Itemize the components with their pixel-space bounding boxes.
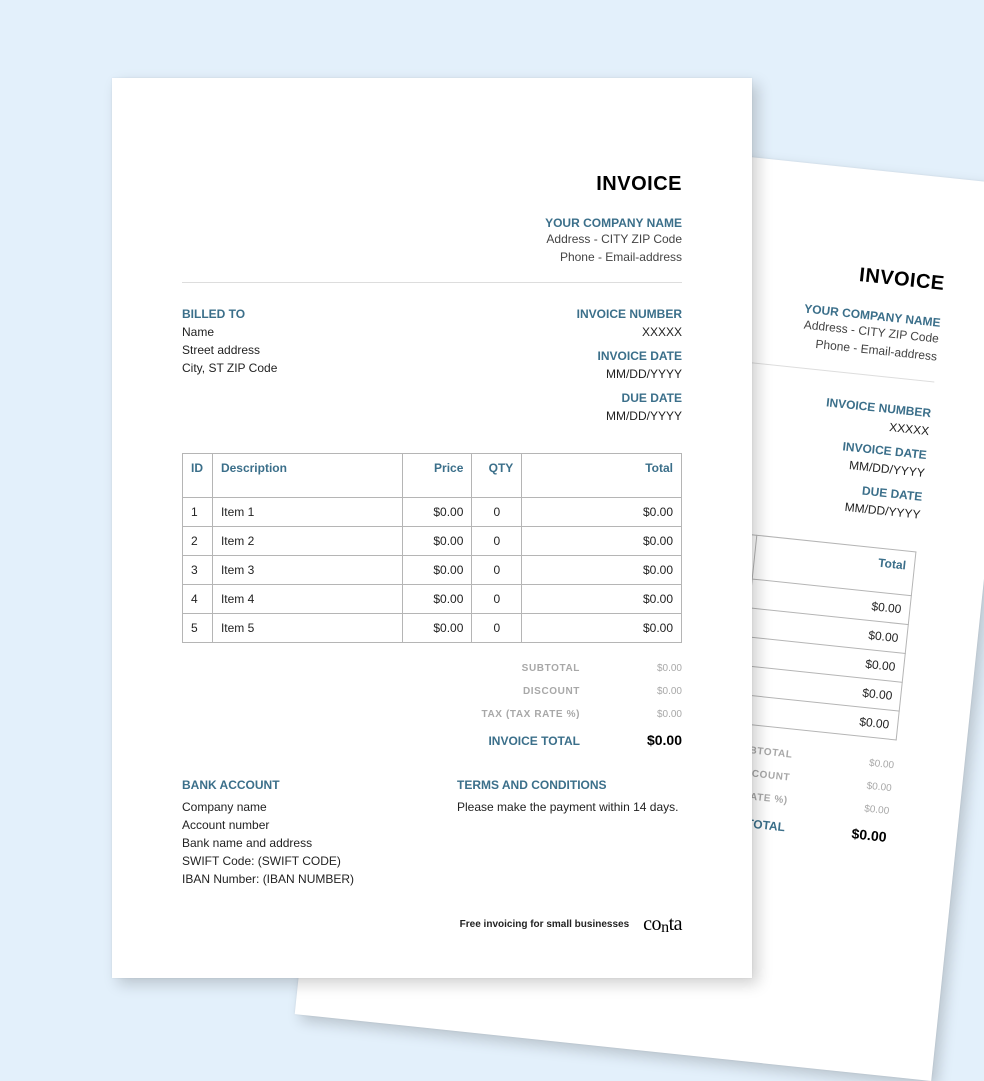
cell-qty: 0 [472,614,522,643]
table-body-front: 1Item 1$0.000$0.002Item 2$0.000$0.003Ite… [183,498,682,643]
cell-description: Item 2 [212,527,402,556]
subtotal-label: SUBTOTAL [522,663,580,674]
discount-value: $0.00 [612,686,682,697]
invoice-number-label: INVOICE NUMBER [577,307,682,321]
cell-qty: 0 [472,527,522,556]
terms-block: TERMS AND CONDITIONS Please make the pay… [457,778,682,888]
tax-value: $0.00 [819,799,890,817]
invoice-date-label: INVOICE DATE [577,349,682,363]
table-row: 2Item 2$0.000$0.00 [183,527,682,556]
cell-total: $0.00 [522,527,682,556]
brand-tagline: Free invoicing for small businesses [460,919,630,930]
bank-account-number: Account number [182,816,407,834]
cell-id: 2 [183,527,213,556]
col-total: Total [522,454,682,498]
cell-qty: 0 [472,556,522,585]
bank-heading: BANK ACCOUNT [182,778,407,792]
invoice-page-front: INVOICE YOUR COMPANY NAME Address - CITY… [112,78,752,978]
company-contact: Phone - Email-address [182,248,682,266]
cell-price: $0.00 [402,585,472,614]
cell-total: $0.00 [522,556,682,585]
company-name: YOUR COMPANY NAME [182,216,682,230]
billed-to-city: City, ST ZIP Code [182,361,277,375]
bank-company: Company name [182,798,407,816]
billed-to-heading: BILLED TO [182,307,277,321]
bank-swift: SWIFT Code: (SWIFT CODE) [182,852,407,870]
table-row: 5Item 5$0.000$0.00 [183,614,682,643]
cell-id: 1 [183,498,213,527]
brand-logo: conta [643,913,682,936]
cell-qty: 0 [472,498,522,527]
cell-id: 5 [183,614,213,643]
col-qty: QTY [472,454,522,498]
bank-account-block: BANK ACCOUNT Company name Account number… [182,778,407,888]
terms-body: Please make the payment within 14 days. [457,798,682,816]
bank-name-address: Bank name and address [182,834,407,852]
cell-description: Item 3 [212,556,402,585]
billed-to-name: Name [182,325,277,339]
table-header-row: ID Description Price QTY Total [183,454,682,498]
company-address: Address - CITY ZIP Code [182,230,682,248]
table-row: 3Item 3$0.000$0.00 [183,556,682,585]
cell-description: Item 4 [212,585,402,614]
bank-iban: IBAN Number: (IBAN NUMBER) [182,870,407,888]
invoice-total-value: $0.00 [612,732,682,748]
brand-footer: Free invoicing for small businesses cont… [182,913,682,936]
col-id: ID [183,454,213,498]
discount-value: $0.00 [821,776,892,794]
tax-value: $0.00 [612,709,682,720]
due-date: MM/DD/YYYY [577,409,682,423]
cell-price: $0.00 [402,614,472,643]
billed-to-street: Street address [182,343,277,357]
subtotal-value: $0.00 [612,663,682,674]
cell-price: $0.00 [402,556,472,585]
invoice-total-value: $0.00 [816,822,887,845]
cell-description: Item 5 [212,614,402,643]
cell-id: 4 [183,585,213,614]
invoice-title: INVOICE [182,173,682,196]
col-price: Price [402,454,472,498]
invoice-date: MM/DD/YYYY [577,367,682,381]
cell-total: $0.00 [522,614,682,643]
subtotal-value: $0.00 [824,753,895,771]
cell-description: Item 1 [212,498,402,527]
table-row: 4Item 4$0.000$0.00 [183,585,682,614]
invoice-total-label: INVOICE TOTAL [488,734,580,748]
cell-id: 3 [183,556,213,585]
discount-label: DISCOUNT [523,686,580,697]
invoice-number: XXXXX [577,325,682,339]
cell-price: $0.00 [402,498,472,527]
cell-price: $0.00 [402,527,472,556]
cell-qty: 0 [472,585,522,614]
cell-total: $0.00 [522,585,682,614]
line-items-table: ID Description Price QTY Total 1Item 1$0… [182,453,682,643]
tax-label: TAX (TAX RATE %) [482,709,580,720]
cell-total: $0.00 [522,498,682,527]
totals-block: SUBTOTAL $0.00 DISCOUNT $0.00 TAX (TAX RAT… [182,657,682,754]
col-description: Description [212,454,402,498]
terms-heading: TERMS AND CONDITIONS [457,778,682,792]
table-row: 1Item 1$0.000$0.00 [183,498,682,527]
header-divider [182,282,682,283]
due-date-label: DUE DATE [577,391,682,405]
